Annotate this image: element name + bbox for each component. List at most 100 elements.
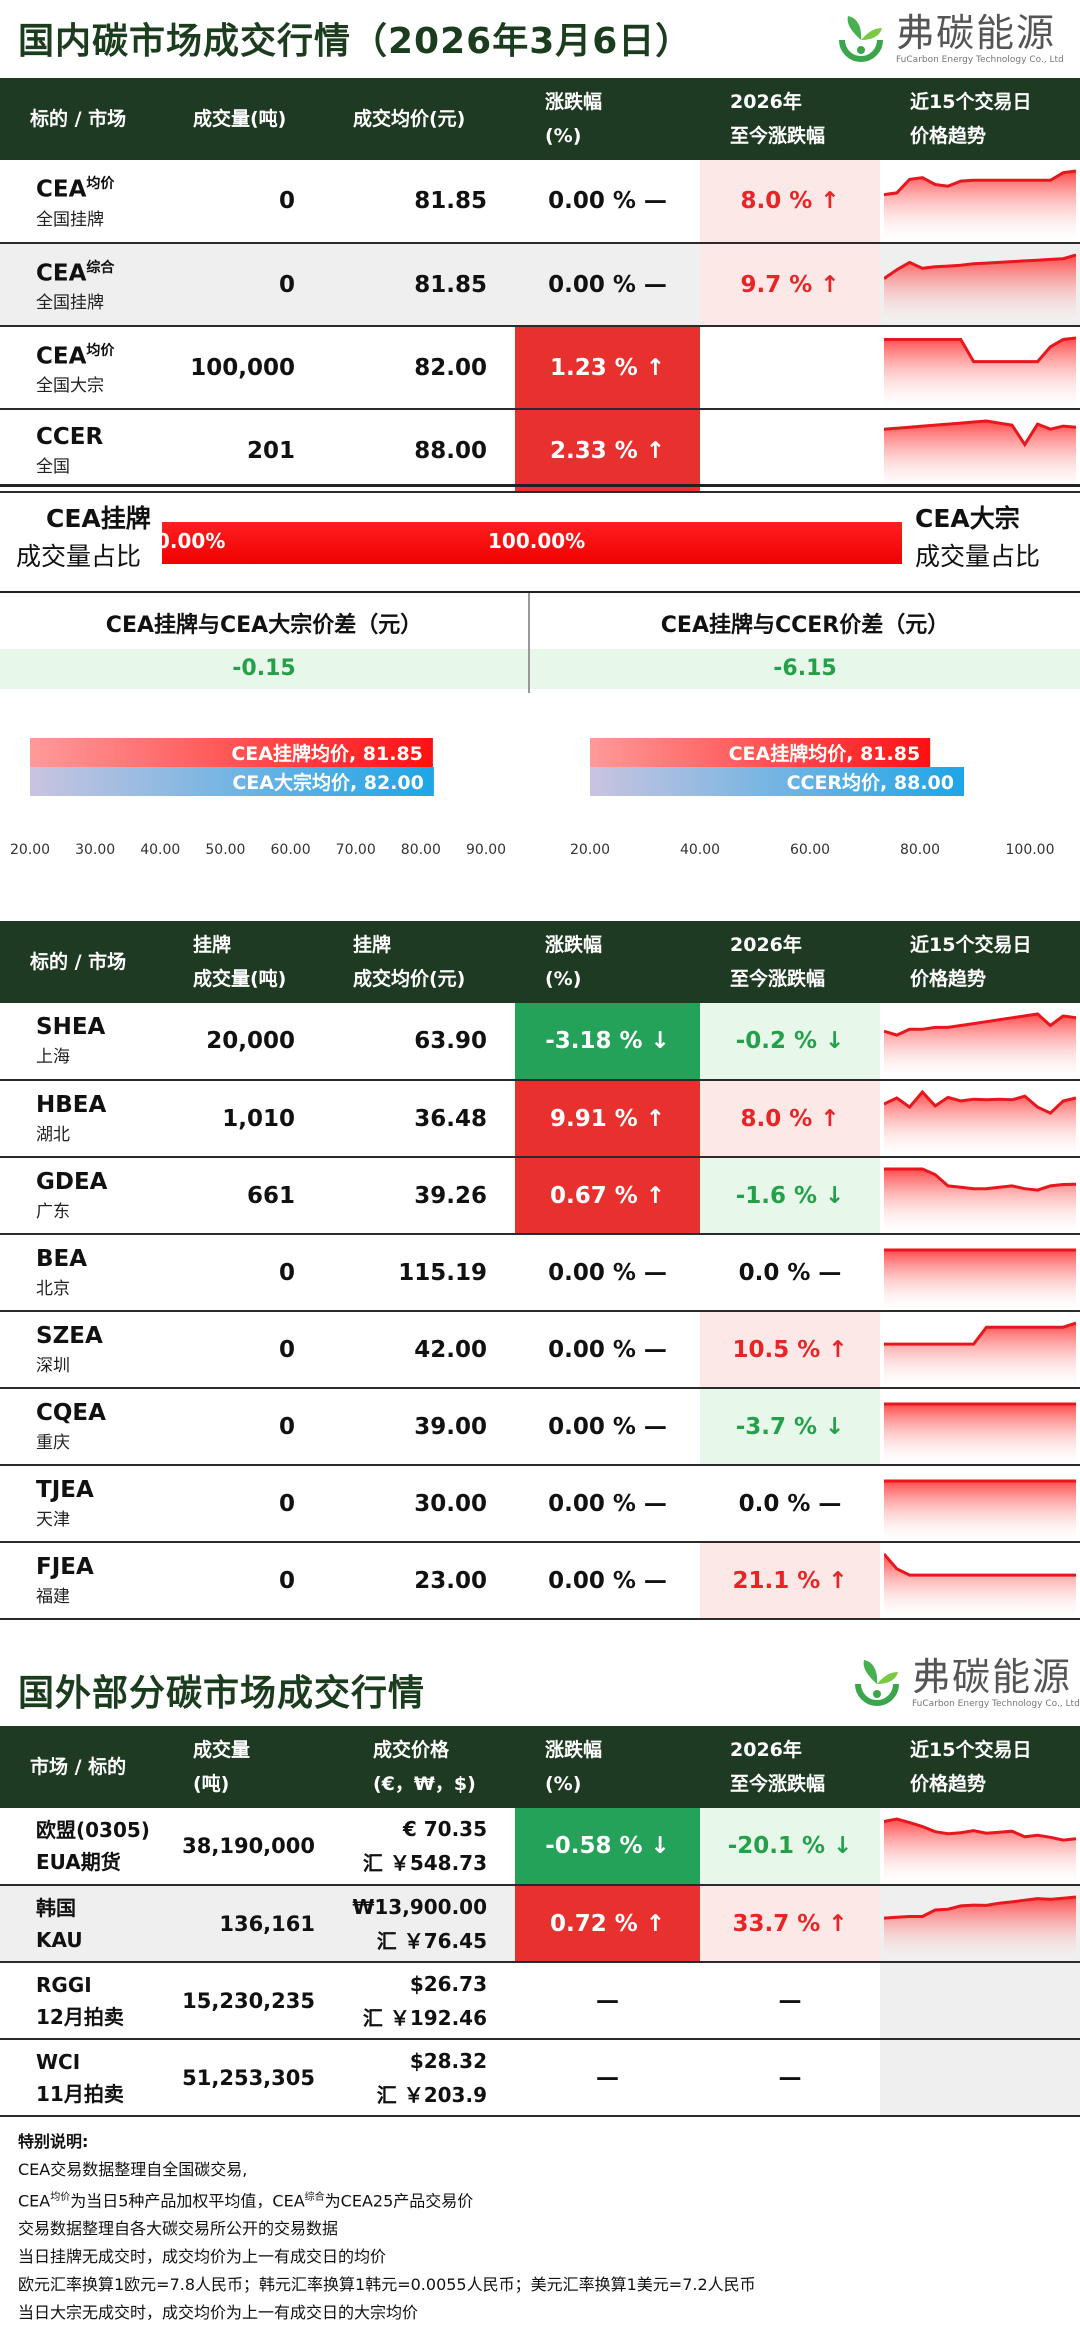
instrument-name: CEA综合 — [36, 252, 163, 290]
price-value: 30.00 — [323, 1465, 515, 1543]
sparkline-area — [884, 1091, 1076, 1156]
x-tick-label: 60.00 — [790, 842, 830, 858]
trend-cell — [880, 1465, 1080, 1543]
price-value: 81.85 — [323, 243, 515, 327]
leaf-logo-icon — [832, 10, 890, 68]
instrument-sup: 均价 — [86, 176, 115, 193]
column-header: 涨跌幅 (%) — [515, 1726, 700, 1808]
trend-cell — [880, 326, 1080, 410]
instrument-name: CEA均价 — [36, 335, 163, 373]
leaf-logo-icon — [848, 1654, 906, 1712]
domestic-market-table: 标的 / 市场 成交量(吨) 成交均价(元) 涨跌幅 (%) 2026年 至今涨跌幅 近1… — [0, 78, 1080, 493]
bar-compare-label: CCER均价, 88.00 — [787, 771, 954, 794]
instrument-name: CEA均价 — [36, 168, 163, 206]
ytd-change: 0.0 % — — [700, 1234, 880, 1312]
divider — [0, 591, 1080, 593]
price-value: $26.73 — [409, 1971, 487, 1996]
daily-change: 0.00 % — — [515, 1542, 700, 1620]
bar-listing — [590, 738, 931, 767]
trend-cell — [880, 1157, 1080, 1235]
cea-listing-ratio-label: 成交量占比 — [16, 542, 142, 571]
volume-value: 0 — [163, 1234, 323, 1312]
ytd-change: -20.1 % ↓ — [700, 1808, 880, 1886]
instrument-name: 12月拍卖 — [36, 2004, 124, 2029]
table-row: CQEA 重庆 0 39.00 0.00 % — -3.7 % ↓ — [0, 1388, 1080, 1466]
trend-cell — [880, 409, 1080, 493]
volume-value: 661 — [163, 1157, 323, 1235]
instrument-name: 11月拍卖 — [36, 2081, 124, 2106]
column-header: 成交均价(元) — [323, 78, 515, 160]
logo-text: 弗碳能源 — [896, 11, 1057, 55]
trend-cell — [880, 1080, 1080, 1158]
instrument-sup: 均价 — [86, 342, 115, 359]
table-row: TJEA 天津 0 30.00 0.00 % —0.0 % — — [0, 1465, 1080, 1543]
sparkline-area — [884, 1819, 1076, 1883]
volume-value: 0 — [163, 1542, 323, 1620]
sparkline-line — [884, 1089, 1076, 1115]
market-name: RGGI — [36, 1972, 92, 1997]
sparkline-line — [884, 1817, 1076, 1842]
price-trend-sparkline — [884, 336, 1076, 408]
sparkline-line — [884, 1895, 1076, 1920]
table-row: SZEA 深圳 0 42.00 0.00 % —10.5 % ↑ — [0, 1311, 1080, 1389]
instrument-cell: TJEA 天津 — [0, 1465, 163, 1543]
volume-value: 51,253,305 — [163, 2039, 343, 2117]
instrument-cell: SHEA 上海 — [0, 1003, 163, 1081]
sparkline-area — [884, 1403, 1076, 1464]
sparkline-area — [884, 254, 1076, 325]
price-value: 115.19 — [323, 1234, 515, 1312]
column-header: 涨跌幅 (%) — [515, 921, 700, 1003]
ytd-change: 8.0 % ↑ — [700, 1080, 880, 1158]
column-header: 涨跌幅 (%) — [515, 78, 700, 160]
price-cny-value: 汇 ￥548.73 — [362, 1851, 487, 1875]
price-cny-value: 汇 ￥203.9 — [376, 2082, 487, 2107]
market-name: 全国大宗 — [36, 376, 104, 397]
volume-value: 100,000 — [163, 326, 323, 410]
table-header-row: 标的 / 市场 挂牌 成交量(吨) 挂牌 成交均价(元) 涨跌幅 (%) 2026年 至… — [0, 921, 1080, 1003]
market-name: 天津 — [36, 1509, 70, 1530]
price-trend-sparkline — [884, 169, 1076, 241]
market-cell: 韩国 KAU — [0, 1885, 163, 1963]
instrument-name: FJEA — [36, 1553, 94, 1580]
logo-text: 弗碳能源 — [912, 1655, 1073, 1699]
price-cell: $28.32 汇 ￥203.9 — [343, 2039, 515, 2117]
trend-cell — [880, 1003, 1080, 1081]
market-name: 北京 — [36, 1278, 70, 1299]
sparkline-line — [884, 1167, 1076, 1192]
market-name: 韩国 — [36, 1895, 76, 1920]
column-header: 挂牌 成交量(吨) — [163, 921, 323, 1003]
price-trend-sparkline — [884, 1479, 1076, 1541]
daily-change: -0.58 % ↓ — [515, 1808, 700, 1886]
column-header: 2026年 至今涨跌幅 — [700, 921, 880, 1003]
price-cell: ₩13,900.00 汇 ￥76.45 — [343, 1885, 515, 1963]
domestic-title-bar: 国内碳市场成交行情（2026年3月6日） 弗碳能源 FuCarbon Energ… — [0, 0, 1080, 80]
column-header: 标的 / 市场 — [0, 78, 163, 160]
instrument-cell: CEA均价全国挂牌 — [0, 160, 163, 244]
instrument-name: KAU — [36, 1927, 83, 1952]
sparkline-line — [884, 253, 1076, 280]
column-header: 标的 / 市场 — [0, 921, 163, 1003]
price-trend-sparkline — [884, 1167, 1076, 1233]
foreign-market-table: 市场 / 标的 成交量 (吨) 成交价格 (€，₩，$) 涨跌幅 (%) 2026年 至… — [0, 1726, 1080, 2117]
logo-subtext: FuCarbon Energy Technology Co., Ltd — [912, 1699, 1080, 1709]
price-value: ₩13,900.00 — [352, 1894, 487, 1919]
price-trend-sparkline — [884, 253, 1076, 325]
ytd-change: 33.7 % ↑ — [700, 1885, 880, 1963]
spread-left: CEA挂牌与CEA大宗价差（元） -0.15 — [0, 593, 528, 693]
market-name: 福建 — [36, 1586, 70, 1607]
notes-line: 欧元汇率换算1欧元=7.8人民币；韩元汇率换算1韩元=0.0055人民币；美元汇… — [18, 2275, 756, 2295]
column-header: 成交量(吨) — [163, 78, 323, 160]
table-row: FJEA 福建 0 23.00 0.00 % —21.1 % ↑ — [0, 1542, 1080, 1620]
column-header: 2026年 至今涨跌幅 — [700, 78, 880, 160]
bar-listing-label: CEA挂牌均价, 81.85 — [231, 742, 423, 765]
price-trend-sparkline — [884, 1895, 1076, 1961]
table-row: HBEA 湖北 1,010 36.48 9.91 % ↑ 8.0 % ↑ — [0, 1080, 1080, 1158]
table-row: SHEA 上海 20,000 63.90 -3.18 % ↓ -0.2 % ↓ — [0, 1003, 1080, 1081]
market-name: 全国挂牌 — [36, 209, 104, 230]
table-row: GDEA 广东 661 39.26 0.67 % ↑ -1.6 % ↓ — [0, 1157, 1080, 1235]
sparkline-area — [884, 1014, 1076, 1078]
instrument-cell: SZEA 深圳 — [0, 1311, 163, 1389]
instrument-cell: CCER 全国 — [0, 409, 163, 493]
volume-value: 0 — [163, 1388, 323, 1466]
cea-price-bar-chart: CEA挂牌均价, 81.85 CEA大宗均价, 82.00 20.00 30.00 40… — [10, 738, 506, 858]
